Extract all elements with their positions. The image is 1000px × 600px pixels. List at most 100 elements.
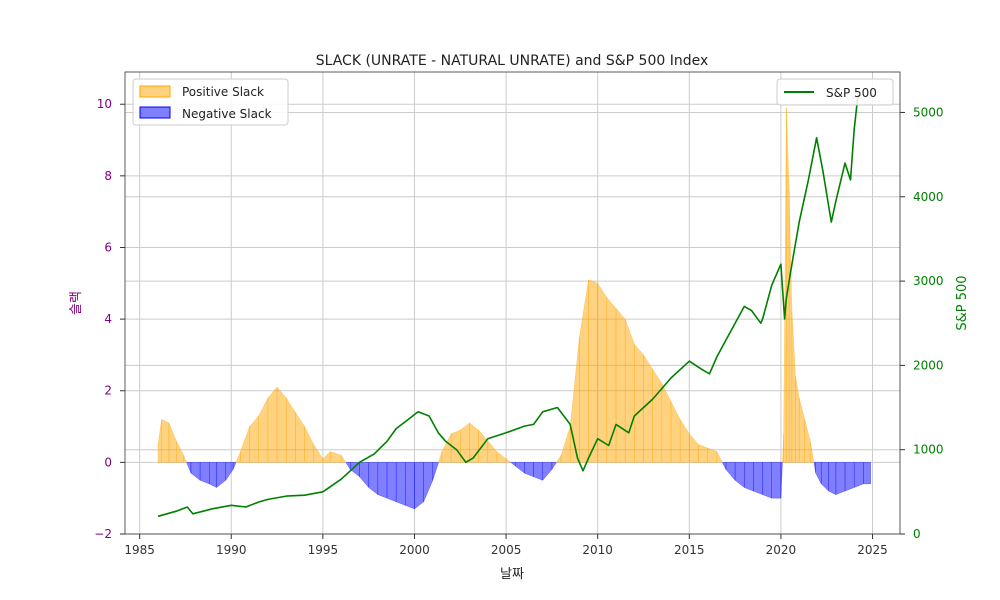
positive-slack-area-46-0 (560, 426, 571, 463)
positive-slack-area-52-0 (615, 307, 626, 463)
legend-label-negative: Negative Slack (182, 107, 272, 121)
y-tick-label-right-0: 0 (913, 527, 921, 541)
positive-slack-area-60-0 (689, 433, 699, 463)
legend-label-positive: Positive Slack (182, 85, 264, 99)
positive-slack-area-78-0 (809, 440, 815, 463)
y-axis-left: −2 0 2 4 6 8 10 (94, 97, 125, 541)
negative-slack-area-83-0 (844, 462, 855, 492)
negative-slack-area-79-0 (815, 462, 822, 484)
negative-slack-area-10-0 (232, 462, 237, 470)
negative-slack-area-65-0 (734, 462, 745, 488)
y-tick-label-right-4: 4000 (913, 190, 944, 204)
positive-slack-area-11-0 (240, 426, 250, 463)
y-tick-label-left-4: 6 (104, 240, 112, 254)
legend-left-frame (132, 78, 289, 126)
positive-slack-area-4-0 (183, 455, 187, 463)
negative-slack-area-45-0 (551, 462, 557, 471)
y-tick-label-left-2: 2 (104, 384, 112, 398)
y-tick-label-left-1: 0 (104, 455, 112, 469)
positive-slack-area-63-0 (716, 451, 723, 463)
y-axis-label-right: S&P 500 (955, 275, 970, 330)
x-axis-label: 날짜 (500, 567, 524, 582)
positive-slack-area-12-0 (249, 415, 259, 463)
positive-slack-area-45-1 (556, 454, 562, 463)
slack-areas (157, 107, 871, 510)
positive-slack-area-17-0 (295, 411, 305, 463)
negative-slack-area-29-0 (405, 462, 415, 510)
negative-slack-area-22-1 (345, 462, 351, 471)
plot-frame (124, 71, 901, 535)
positive-slack-area-21-0 (329, 451, 342, 463)
negative-slack-area-42-0 (524, 462, 534, 478)
x-tick-label-6: 2015 (674, 543, 705, 557)
negative-slack-area-24-0 (359, 462, 369, 489)
positive-slack-area-61-0 (698, 444, 708, 463)
negative-slack-area-31-0 (423, 462, 434, 502)
x-tick-label-2: 1995 (308, 543, 339, 557)
positive-slack-area-15-0 (276, 386, 287, 463)
positive-slack-area-49-0 (588, 279, 598, 463)
negative-slack-area-70-0 (780, 462, 783, 499)
negative-slack-area-41-0 (514, 462, 525, 474)
negative-slack-area-85-0 (863, 462, 871, 485)
y-tick-label-right-3: 3000 (913, 274, 944, 288)
negative-slack-area-68-0 (762, 462, 772, 499)
positive-slack-area-77-0 (804, 419, 811, 463)
y-tick-label-left-5: 8 (104, 169, 112, 183)
negative-slack-area-67-0 (753, 462, 763, 495)
negative-slack-area-63-1 (721, 462, 727, 470)
negative-slack-area-32-0 (432, 462, 439, 481)
positive-slack-area-53-0 (624, 319, 635, 463)
legend-swatch-positive (139, 85, 171, 98)
positive-slack-area-58-0 (670, 401, 681, 463)
positive-slack-area-3-0 (176, 440, 184, 463)
positive-slack-area-62-0 (707, 447, 718, 463)
y-axis-label-left: 슬랙 (69, 291, 84, 315)
positive-slack-area-74-0 (791, 311, 796, 463)
sp500-line (157, 95, 859, 518)
x-tick-label-0: 1985 (124, 543, 155, 557)
negative-slack-area-6-0 (199, 462, 210, 485)
positive-slack-area-54-0 (634, 343, 644, 463)
positive-slack-area-55-0 (643, 354, 653, 463)
negative-slack-area-64-0 (725, 462, 736, 481)
positive-slack-area-40-0 (505, 458, 512, 463)
negative-slack-area-82-0 (835, 462, 846, 495)
positive-slack-area-14-0 (267, 386, 278, 463)
negative-slack-area-28-0 (395, 462, 406, 506)
negative-slack-area-78-1 (813, 462, 816, 474)
legend-swatch-negative (139, 106, 171, 119)
x-axis: 1985 1990 1995 2000 2005 2010 2015 2020 2025 (124, 534, 888, 557)
x-tick-label-3: 2000 (399, 543, 430, 557)
legend-right-frame (776, 78, 894, 106)
y-tick-label-right-2: 2000 (913, 358, 944, 372)
negative-slack-area-43-0 (533, 462, 543, 481)
legend-left: Positive Slack Negative Slack (132, 78, 289, 126)
legend-label-sp500: S&P 500 (826, 86, 877, 100)
sp500-series (157, 95, 859, 518)
positive-slack-area-13-0 (258, 397, 269, 463)
x-tick-label-8: 2025 (857, 543, 888, 557)
x-tick-label-7: 2020 (766, 543, 797, 557)
legend-right: S&P 500 (776, 78, 894, 106)
y-tick-label-right-1: 1000 (913, 443, 944, 457)
y-tick-label-left-6: 10 (97, 97, 112, 111)
negative-slack-area-30-0 (414, 462, 424, 510)
y-tick-label-left-3: 4 (104, 312, 112, 326)
positive-slack-area-38-0 (487, 440, 498, 463)
x-tick-label-5: 2010 (582, 543, 613, 557)
negative-slack-area-5-0 (190, 462, 201, 481)
positive-slack-area-0-0 (157, 419, 162, 463)
negative-slack-area-25-0 (368, 462, 379, 496)
positive-slack-area-57-0 (661, 383, 672, 463)
positive-slack-area-20-0 (322, 451, 331, 463)
x-tick-label-1: 1990 (216, 543, 247, 557)
positive-slack-area-2-0 (168, 422, 177, 463)
positive-slack-area-32-1 (438, 451, 443, 463)
positive-slack-area-19-0 (313, 443, 324, 463)
negative-slack-area-26-0 (377, 462, 388, 499)
negative-slack-area-27-0 (386, 462, 397, 503)
positive-slack-area-22-0 (340, 454, 347, 463)
positive-slack-area-37-0 (478, 429, 489, 463)
